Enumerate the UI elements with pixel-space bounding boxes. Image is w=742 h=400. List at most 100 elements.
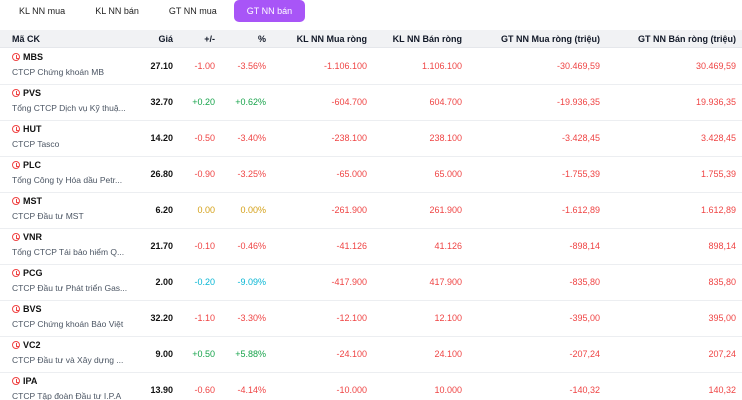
tab-gt-nn-ban[interactable]: GT NN bán (233, 0, 306, 22)
gt-net-buy-cell: -140,32 (569, 385, 600, 395)
kl-net-sell-cell: 10.000 (434, 385, 462, 395)
table-row[interactable]: MBS CTCP Chứng khoán MB 27.10 -1.00 -3.56% -1… (0, 49, 742, 85)
percent-cell: -0.46% (237, 241, 266, 251)
change-cell: -1.00 (194, 61, 215, 71)
gt-net-buy-cell: -1.612,89 (561, 205, 600, 215)
table-row[interactable]: MST CTCP Đầu tư MST 6.20 0.00 0.00% -261.900 2… (0, 193, 742, 229)
symbol-line: HUT (12, 124, 42, 134)
table-header: Mã CK Giá +/- % KL NN Mua ròng KL NN Bán… (0, 30, 742, 48)
percent-cell: -4.14% (237, 385, 266, 395)
table-row[interactable]: IPA CTCP Tập đoàn Đầu tư I.P.A 13.90 -0.60 -… (0, 373, 742, 400)
gt-net-sell-cell: 395,00 (708, 313, 736, 323)
header-price[interactable]: Giá (158, 34, 173, 44)
price-cell: 32.20 (150, 313, 173, 323)
percent-cell: -3.56% (237, 61, 266, 71)
symbol-line: VNR (12, 232, 42, 242)
company-name: Tổng CTCP Tái bảo hiểm Q... (12, 247, 125, 257)
header-change[interactable]: +/- (204, 34, 215, 44)
gt-net-sell-cell: 1.612,89 (700, 205, 736, 215)
kl-net-buy-cell: -417.900 (331, 277, 367, 287)
table-row[interactable]: VC2 CTCP Đầu tư và Xây dựng ... 9.00 +0.50 +… (0, 337, 742, 373)
table-row[interactable]: BVS CTCP Chứng khoán Bảo Việt 32.20 -1.10 -3… (0, 301, 742, 337)
stock-symbol[interactable]: HUT (23, 124, 42, 134)
gt-net-buy-cell: -1.755,39 (561, 169, 600, 179)
stock-symbol[interactable]: PVS (23, 88, 42, 98)
stock-symbol[interactable]: PCG (23, 268, 43, 278)
kl-net-buy-cell: -41.126 (336, 241, 367, 251)
price-cell: 27.10 (150, 61, 173, 71)
gt-net-buy-cell: -3.428,45 (561, 133, 600, 143)
table-row[interactable]: PLC Tổng Công ty Hóa dầu Petr... 26.80 -0.9… (0, 157, 742, 193)
header-kl-net-sell[interactable]: KL NN Bán ròng (392, 34, 462, 44)
stock-symbol[interactable]: MST (23, 196, 42, 206)
kl-net-sell-cell: 41.126 (434, 241, 462, 251)
header-percent[interactable]: % (257, 34, 266, 44)
kl-net-sell-cell: 65.000 (434, 169, 462, 179)
table-row[interactable]: VNR Tổng CTCP Tái bảo hiểm Q... 21.70 -0.10… (0, 229, 742, 265)
change-cell: -0.10 (194, 241, 215, 251)
kl-net-sell-cell: 1.106.100 (421, 61, 462, 71)
price-cell: 9.00 (155, 349, 173, 359)
table-row[interactable]: PCG CTCP Đầu tư Phát triển Gas... 2.00 -0.2… (0, 265, 742, 301)
tab-kl-nn-mua[interactable]: KL NN mua (19, 6, 66, 16)
company-name: CTCP Tập đoàn Đầu tư I.P.A (12, 391, 122, 400)
gt-net-sell-cell: 30.469,59 (695, 61, 736, 71)
table-row[interactable]: PVS Tổng CTCP Dịch vụ Kỹ thuậ... 32.70 +0.2… (0, 85, 742, 121)
gt-net-buy-cell: -835,80 (569, 277, 600, 287)
stock-symbol[interactable]: VC2 (23, 340, 41, 350)
kl-net-buy-cell: -10.000 (336, 385, 367, 395)
stock-symbol[interactable]: BVS (23, 304, 42, 314)
symbol-line: PCG (12, 268, 43, 278)
symbol-line: IPA (12, 376, 37, 386)
company-name: CTCP Đầu tư MST (12, 211, 84, 221)
stock-symbol[interactable]: VNR (23, 232, 43, 242)
symbol-line: BVS (12, 304, 42, 314)
kl-net-sell-cell: 24.100 (434, 349, 462, 359)
price-cell: 6.20 (155, 205, 173, 215)
percent-cell: -3.25% (237, 169, 266, 179)
clock-icon (12, 197, 20, 205)
company-name: CTCP Đầu tư Phát triển Gas... (12, 283, 128, 293)
tab-gt-nn-mua[interactable]: GT NN mua (168, 6, 217, 16)
kl-net-buy-cell: -604.700 (331, 97, 367, 107)
header-symbol: Mã CK (12, 34, 41, 44)
symbol-line: VC2 (12, 340, 41, 350)
header-gt-net-buy[interactable]: GT NN Mua ròng (triệu) (501, 34, 600, 44)
gt-net-sell-cell: 140,32 (708, 385, 736, 395)
kl-net-sell-cell: 12.100 (434, 313, 462, 323)
price-cell: 21.70 (150, 241, 173, 251)
company-name: CTCP Chứng khoán Bảo Việt (12, 319, 124, 329)
change-cell: -0.20 (194, 277, 215, 287)
gt-net-buy-cell: -30.469,59 (556, 61, 600, 71)
table-row[interactable]: HUT CTCP Tasco 14.20 -0.50 -3.40% -238.100 238… (0, 121, 742, 157)
stock-symbol[interactable]: IPA (23, 376, 38, 386)
change-cell: -0.60 (194, 385, 215, 395)
clock-icon (12, 377, 20, 385)
percent-cell: -3.30% (237, 313, 266, 323)
percent-cell: -9.09% (237, 277, 266, 287)
header-gt-net-sell[interactable]: GT NN Bán ròng (triệu) (638, 34, 736, 44)
kl-net-buy-cell: -12.100 (336, 313, 367, 323)
kl-net-buy-cell: -261.900 (331, 205, 367, 215)
tab-bar: KL NN mua KL NN bán GT NN mua GT NN bán (6, 0, 306, 22)
stock-symbol[interactable]: MBS (23, 52, 43, 62)
change-cell: +0.20 (192, 97, 215, 107)
company-name: CTCP Chứng khoán MB (12, 67, 104, 77)
gt-net-buy-cell: -19.936,35 (556, 97, 600, 107)
header-kl-net-buy[interactable]: KL NN Mua ròng (296, 34, 367, 44)
symbol-line: MST (12, 196, 42, 206)
clock-icon (12, 305, 20, 313)
kl-net-sell-cell: 261.900 (429, 205, 462, 215)
clock-icon (12, 341, 20, 349)
tab-kl-nn-ban[interactable]: KL NN bán (95, 6, 139, 16)
kl-net-sell-cell: 417.900 (429, 277, 462, 287)
kl-net-sell-cell: 604.700 (429, 97, 462, 107)
gt-net-buy-cell: -898,14 (569, 241, 600, 251)
change-cell: -0.50 (194, 133, 215, 143)
clock-icon (12, 53, 20, 61)
clock-icon (12, 233, 20, 241)
symbol-line: PLC (12, 160, 41, 170)
gt-net-sell-cell: 3.428,45 (700, 133, 736, 143)
stock-symbol[interactable]: PLC (23, 160, 41, 170)
gt-net-sell-cell: 1.755,39 (700, 169, 736, 179)
